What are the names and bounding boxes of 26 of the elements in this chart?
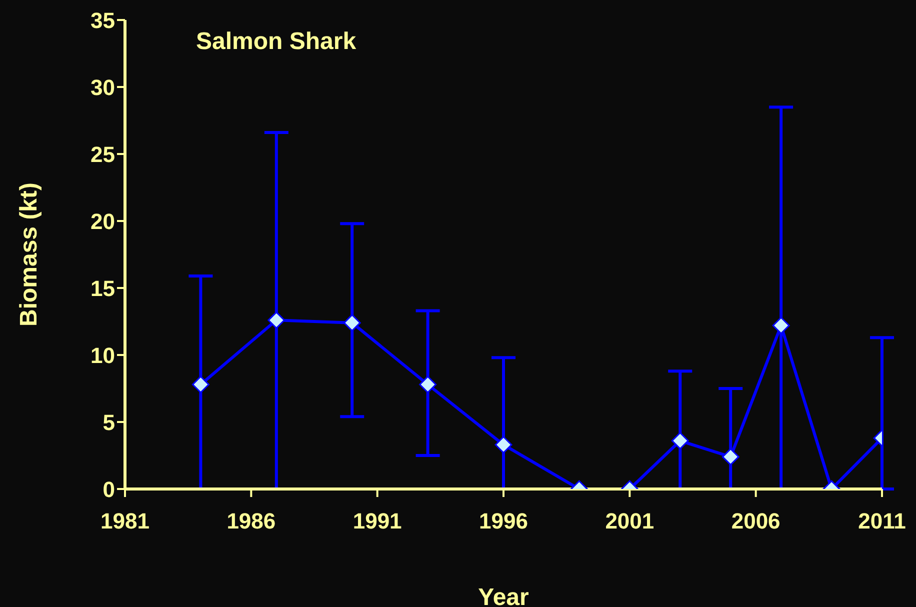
y-tick-label: 30 xyxy=(90,74,115,100)
x-tick-label: 2006 xyxy=(731,508,780,534)
point xyxy=(268,311,286,329)
chart-title: Salmon Shark xyxy=(196,28,356,56)
x-axis-title: Year xyxy=(478,584,529,607)
x-tick-label: 2011 xyxy=(858,508,906,534)
point xyxy=(419,376,437,394)
x-tick-label: 1996 xyxy=(479,508,528,534)
point xyxy=(343,314,361,332)
x-tick-label: 2001 xyxy=(605,508,654,534)
x-tick-label: 1986 xyxy=(226,508,276,534)
point xyxy=(494,436,512,454)
y-tick-label: 20 xyxy=(90,208,115,234)
y-axis-title: Biomass (kt) xyxy=(16,182,43,327)
x-tick-label: 1981 xyxy=(100,508,150,534)
y-tick-label: 15 xyxy=(90,276,115,301)
x-tick-label: 1991 xyxy=(352,508,402,534)
y-tick-label: 10 xyxy=(90,342,115,368)
y-tick-label: 0 xyxy=(102,476,115,502)
point xyxy=(192,376,210,394)
point xyxy=(671,432,689,450)
point xyxy=(772,316,790,334)
y-tick-label: 35 xyxy=(90,8,115,33)
point xyxy=(722,448,740,466)
y-tick-label: 25 xyxy=(90,142,115,167)
y-tick-label: 5 xyxy=(102,410,115,435)
